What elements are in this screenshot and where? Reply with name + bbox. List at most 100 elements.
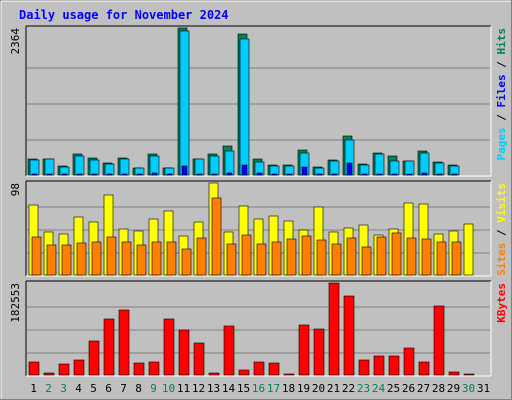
- bar-pages-day-23: [361, 173, 368, 176]
- bar-files-day-15: [239, 38, 250, 176]
- bar-sites-day-18: [286, 238, 297, 276]
- x-tick-label: 18: [282, 382, 295, 395]
- bar-sites-day-8: [136, 244, 147, 276]
- x-tick-label: 2: [45, 382, 52, 395]
- legend-part: /: [495, 55, 508, 75]
- bar-sites-day-17: [271, 241, 282, 276]
- y-max-label: 182553: [9, 283, 22, 323]
- bar-kbytes-day-15: [238, 369, 250, 376]
- bar-kbytes-day-22: [343, 295, 355, 376]
- bar-pages-day-7: [121, 173, 128, 176]
- x-tick-label: 14: [222, 382, 236, 395]
- bar-files-day-23: [359, 164, 370, 176]
- x-tick-label: 25: [387, 382, 400, 395]
- x-tick-label: 15: [237, 382, 250, 395]
- bar-sites-day-11: [181, 248, 192, 276]
- panel-visits-sites: 98 Sites / Visits: [9, 180, 508, 277]
- bar-sites-day-29: [451, 241, 462, 276]
- bar-kbytes-day-10: [163, 318, 175, 376]
- bar-kbytes-day-26: [403, 347, 415, 376]
- bar-kbytes-day-13: [208, 372, 220, 376]
- legend-part: Pages: [495, 127, 508, 160]
- bar-kbytes-day-5: [88, 340, 100, 376]
- bar-sites-day-9: [151, 241, 162, 276]
- bar-pages-day-16: [256, 172, 263, 176]
- bar-sites-day-25: [391, 232, 402, 276]
- x-tick-label: 9: [150, 382, 157, 395]
- bar-sites-day-10: [166, 241, 177, 276]
- bar-pages-day-28: [436, 173, 443, 176]
- bar-pages-day-10: [166, 173, 173, 176]
- bar-pages-day-18: [286, 173, 293, 176]
- bar-kbytes-day-19: [298, 324, 310, 376]
- x-tick-label: 6: [105, 382, 112, 395]
- series-legend-label: Sites / Visits: [495, 183, 508, 276]
- x-tick-label: 19: [297, 382, 310, 395]
- bar-files-day-7: [119, 158, 130, 176]
- bar-kbytes-day-6: [103, 318, 115, 376]
- bar-sites-day-26: [406, 237, 417, 276]
- bar-kbytes-day-14: [223, 325, 235, 376]
- bar-files-day-2: [44, 158, 55, 176]
- bar-kbytes-day-25: [388, 355, 400, 376]
- y-max-label: 2364: [9, 28, 22, 55]
- bar-sites-day-15: [241, 234, 252, 276]
- bar-files-day-14: [224, 150, 235, 176]
- bar-files-day-29: [449, 165, 460, 176]
- x-tick-label: 27: [417, 382, 430, 395]
- bar-sites-day-24: [376, 236, 387, 276]
- x-tick-label: 22: [342, 382, 355, 395]
- bar-sites-day-3: [61, 244, 72, 276]
- bar-kbytes-day-21: [328, 282, 340, 376]
- bar-files-day-25: [389, 160, 400, 176]
- panel-hits-files-pages: 2364 Pages / Files / Hits: [9, 25, 508, 177]
- bar-sites-day-16: [256, 243, 267, 276]
- bar-kbytes-day-4: [73, 359, 85, 376]
- bar-sites-day-22: [346, 237, 357, 276]
- bar-kbytes-day-8: [133, 362, 145, 376]
- x-tick-label: 3: [60, 382, 67, 395]
- bar-kbytes-day-27: [418, 361, 430, 376]
- bar-pages-day-5: [91, 173, 98, 176]
- x-tick-label: 21: [327, 382, 340, 395]
- panel-kbytes: 182553 KBytes: [9, 280, 508, 377]
- series-legend-label: Pages / Files / Hits: [495, 28, 508, 161]
- x-tick-label: 17: [267, 382, 280, 395]
- bar-pages-day-6: [106, 173, 113, 176]
- bar-pages-day-12: [196, 173, 203, 176]
- bar-pages-day-17: [271, 173, 278, 176]
- bar-kbytes-day-23: [358, 359, 370, 376]
- bar-sites-day-2: [46, 244, 57, 276]
- bar-pages-day-20: [316, 173, 323, 176]
- legend-part: Files: [495, 74, 508, 107]
- bar-kbytes-day-11: [178, 329, 190, 376]
- bar-pages-day-15: [241, 164, 248, 176]
- bar-kbytes-day-16: [253, 361, 265, 376]
- bar-files-day-4: [74, 155, 85, 176]
- bar-visits-day-30: [463, 223, 474, 276]
- x-tick-label: 30: [462, 382, 475, 395]
- bar-sites-day-12: [196, 237, 207, 276]
- x-tick-label: 7: [120, 382, 127, 395]
- x-tick-label: 10: [162, 382, 175, 395]
- bar-kbytes-day-12: [193, 342, 205, 376]
- bar-pages-day-11: [181, 165, 188, 176]
- bar-kbytes-day-17: [268, 362, 280, 376]
- bar-pages-day-2: [46, 173, 53, 176]
- bar-files-day-5: [89, 159, 100, 176]
- bar-pages-day-3: [61, 173, 68, 176]
- bar-files-day-6: [104, 163, 115, 176]
- bar-sites-day-21: [331, 243, 342, 276]
- bar-files-day-13: [209, 155, 220, 176]
- bar-sites-day-14: [226, 243, 237, 276]
- x-tick-label: 20: [312, 382, 325, 395]
- x-tick-label: 8: [135, 382, 142, 395]
- bar-pages-day-4: [76, 173, 83, 176]
- bar-kbytes-day-24: [373, 355, 385, 376]
- x-tick-label: 16: [252, 382, 265, 395]
- bar-files-day-21: [329, 160, 340, 176]
- bar-sites-day-1: [31, 236, 42, 276]
- x-tick-label: 4: [75, 382, 82, 395]
